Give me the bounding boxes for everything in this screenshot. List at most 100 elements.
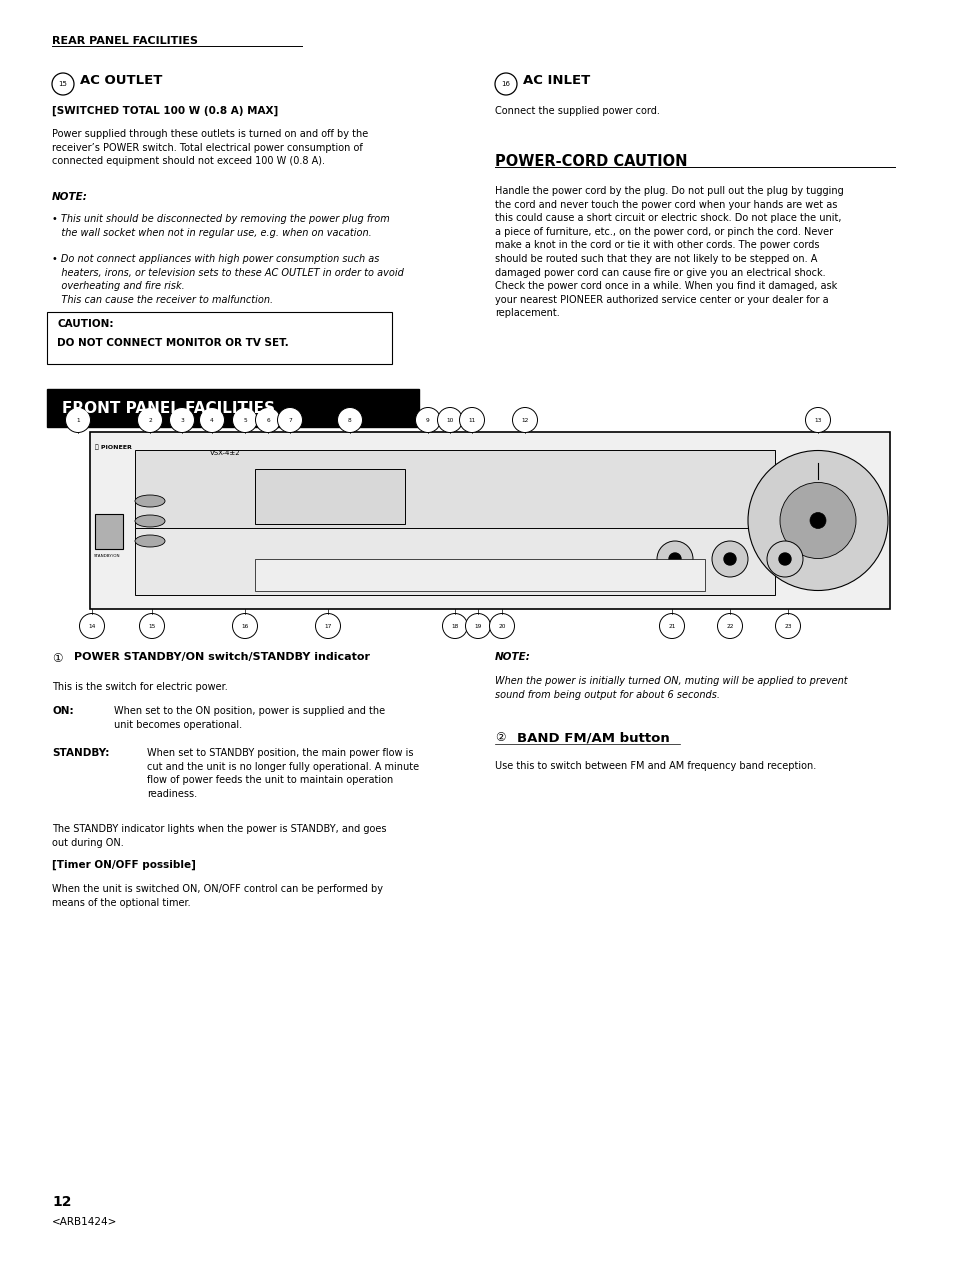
Ellipse shape xyxy=(135,514,165,527)
Circle shape xyxy=(437,407,462,432)
Circle shape xyxy=(657,541,692,576)
Text: DO NOT CONNECT MONITOR OR TV SET.: DO NOT CONNECT MONITOR OR TV SET. xyxy=(57,337,289,348)
Text: FRONT PANEL FACILITIES: FRONT PANEL FACILITIES xyxy=(62,401,274,416)
Text: 18: 18 xyxy=(451,623,458,628)
Text: Handle the power cord by the plug. Do not pull out the plug by tugging
the cord : Handle the power cord by the plug. Do no… xyxy=(495,186,842,319)
Text: 15: 15 xyxy=(148,623,155,628)
Text: ON:: ON: xyxy=(52,707,73,715)
Circle shape xyxy=(416,407,440,432)
Text: REAR PANEL FACILITIES: REAR PANEL FACILITIES xyxy=(52,35,198,46)
Text: 1: 1 xyxy=(76,417,80,422)
Circle shape xyxy=(512,407,537,432)
Text: NOTE:: NOTE: xyxy=(52,192,88,202)
Text: When the unit is switched ON, ON/OFF control can be performed by
means of the op: When the unit is switched ON, ON/OFF con… xyxy=(52,884,382,908)
Text: AC OUTLET: AC OUTLET xyxy=(80,75,162,87)
Text: 8: 8 xyxy=(348,417,352,422)
Text: Use this to switch between FM and AM frequency band reception.: Use this to switch between FM and AM fre… xyxy=(495,761,816,771)
Circle shape xyxy=(780,483,855,559)
Text: 15: 15 xyxy=(58,81,68,87)
Circle shape xyxy=(137,407,162,432)
Text: ②: ② xyxy=(495,731,505,744)
Circle shape xyxy=(459,407,484,432)
Bar xyxy=(90,432,889,609)
Circle shape xyxy=(711,541,747,576)
Circle shape xyxy=(199,407,224,432)
Ellipse shape xyxy=(135,495,165,507)
Bar xyxy=(254,469,405,525)
Text: 22: 22 xyxy=(725,623,733,628)
Text: 16: 16 xyxy=(501,81,510,87)
Text: 21: 21 xyxy=(668,623,675,628)
Text: 3: 3 xyxy=(180,417,184,422)
Bar xyxy=(47,312,392,364)
Text: [Timer ON/OFF possible]: [Timer ON/OFF possible] xyxy=(52,860,195,871)
Text: 16: 16 xyxy=(241,623,249,628)
Ellipse shape xyxy=(135,535,165,547)
Circle shape xyxy=(775,613,800,638)
Text: 5: 5 xyxy=(243,417,247,422)
Text: The STANDBY indicator lights when the power is STANDBY, and goes
out during ON.: The STANDBY indicator lights when the po… xyxy=(52,824,386,848)
Circle shape xyxy=(315,613,340,638)
Text: 19: 19 xyxy=(474,623,481,628)
Circle shape xyxy=(233,613,257,638)
Text: • This unit should be disconnected by removing the power plug from
   the wall s: • This unit should be disconnected by re… xyxy=(52,214,390,238)
Circle shape xyxy=(747,450,887,590)
Text: STANDBY:: STANDBY: xyxy=(52,748,110,758)
Circle shape xyxy=(79,613,105,638)
Text: Connect the supplied power cord.: Connect the supplied power cord. xyxy=(495,106,659,116)
Text: 12: 12 xyxy=(520,417,528,422)
Text: 23: 23 xyxy=(783,623,791,628)
Text: 17: 17 xyxy=(324,623,332,628)
Circle shape xyxy=(139,613,164,638)
Text: CAUTION:: CAUTION: xyxy=(57,319,113,329)
Text: When set to the ON position, power is supplied and the
unit becomes operational.: When set to the ON position, power is su… xyxy=(113,707,385,729)
Circle shape xyxy=(337,407,362,432)
Text: This is the switch for electric power.: This is the switch for electric power. xyxy=(52,683,228,691)
Bar xyxy=(135,450,774,535)
Circle shape xyxy=(809,512,825,528)
Text: • Do not connect appliances with high power consumption such as
   heaters, iron: • Do not connect appliances with high po… xyxy=(52,254,403,305)
Text: ①: ① xyxy=(52,652,63,665)
Text: Ⓟ PIONEER: Ⓟ PIONEER xyxy=(95,444,132,450)
Circle shape xyxy=(804,407,830,432)
Text: 10: 10 xyxy=(446,417,454,422)
Text: <ARB1424>: <ARB1424> xyxy=(52,1217,117,1227)
Text: When the power is initially turned ON, muting will be applied to prevent
sound f: When the power is initially turned ON, m… xyxy=(495,676,846,699)
Text: AC INLET: AC INLET xyxy=(522,75,590,87)
Text: STANDBY/ON: STANDBY/ON xyxy=(94,554,120,557)
Circle shape xyxy=(766,541,802,576)
Text: POWER STANDBY/ON switch/STANDBY indicator: POWER STANDBY/ON switch/STANDBY indicato… xyxy=(74,652,370,662)
Circle shape xyxy=(233,407,257,432)
Text: 12: 12 xyxy=(52,1194,71,1208)
Circle shape xyxy=(66,407,91,432)
Text: 13: 13 xyxy=(814,417,821,422)
Text: 20: 20 xyxy=(497,623,505,628)
Circle shape xyxy=(52,73,74,95)
Text: 14: 14 xyxy=(89,623,95,628)
Text: [SWITCHED TOTAL 100 W (0.8 A) MAX]: [SWITCHED TOTAL 100 W (0.8 A) MAX] xyxy=(52,106,278,116)
Circle shape xyxy=(668,554,680,565)
Text: 9: 9 xyxy=(426,417,430,422)
Bar xyxy=(95,514,123,549)
Circle shape xyxy=(659,613,684,638)
Text: 11: 11 xyxy=(468,417,476,422)
Bar xyxy=(135,528,774,595)
Text: When set to STANDBY position, the main power flow is
cut and the unit is no long: When set to STANDBY position, the main p… xyxy=(147,748,418,799)
Circle shape xyxy=(779,554,790,565)
Text: 6: 6 xyxy=(266,417,270,422)
Circle shape xyxy=(495,73,517,95)
Circle shape xyxy=(255,407,280,432)
Text: POWER-CORD CAUTION: POWER-CORD CAUTION xyxy=(495,154,687,169)
Text: BAND FM/AM button: BAND FM/AM button xyxy=(517,731,669,744)
Text: VSX-4±2: VSX-4±2 xyxy=(210,450,240,456)
Bar xyxy=(47,389,418,427)
Text: 7: 7 xyxy=(288,417,292,422)
Text: 4: 4 xyxy=(210,417,213,422)
Circle shape xyxy=(723,554,735,565)
Circle shape xyxy=(465,613,490,638)
Bar xyxy=(254,559,704,592)
Circle shape xyxy=(170,407,194,432)
Circle shape xyxy=(277,407,302,432)
Circle shape xyxy=(717,613,741,638)
Circle shape xyxy=(489,613,514,638)
